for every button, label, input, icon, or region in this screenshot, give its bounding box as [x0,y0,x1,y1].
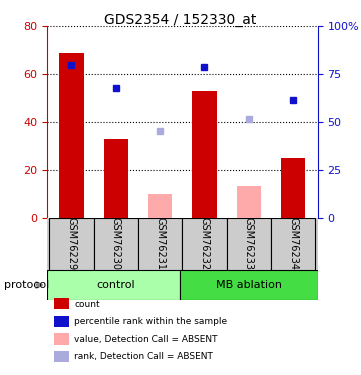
Bar [281,158,305,218]
Bar [192,91,217,218]
Bar [47,270,180,300]
FancyBboxPatch shape [271,217,316,270]
Text: GSM76234: GSM76234 [288,217,298,270]
FancyBboxPatch shape [182,217,227,270]
Text: control: control [96,280,135,290]
Text: GSM76232: GSM76232 [200,217,209,270]
FancyBboxPatch shape [227,217,271,270]
Bar [148,194,172,217]
FancyBboxPatch shape [138,217,182,270]
Text: count: count [74,300,100,309]
FancyBboxPatch shape [49,217,93,270]
Text: value, Detection Call = ABSENT: value, Detection Call = ABSENT [74,335,218,344]
Text: GSM76231: GSM76231 [155,217,165,270]
Text: protocol: protocol [4,280,49,290]
Bar [104,139,128,218]
Text: GSM76233: GSM76233 [244,217,254,270]
Bar [59,53,83,217]
Text: MB ablation: MB ablation [216,280,282,290]
Bar [237,186,261,218]
FancyBboxPatch shape [93,217,138,270]
Text: GSM76230: GSM76230 [111,217,121,270]
Text: percentile rank within the sample: percentile rank within the sample [74,317,227,326]
Text: GSM76229: GSM76229 [66,217,76,270]
Text: rank, Detection Call = ABSENT: rank, Detection Call = ABSENT [74,352,213,362]
Text: GDS2354 / 152330_at: GDS2354 / 152330_at [104,13,257,27]
Bar [180,270,318,300]
